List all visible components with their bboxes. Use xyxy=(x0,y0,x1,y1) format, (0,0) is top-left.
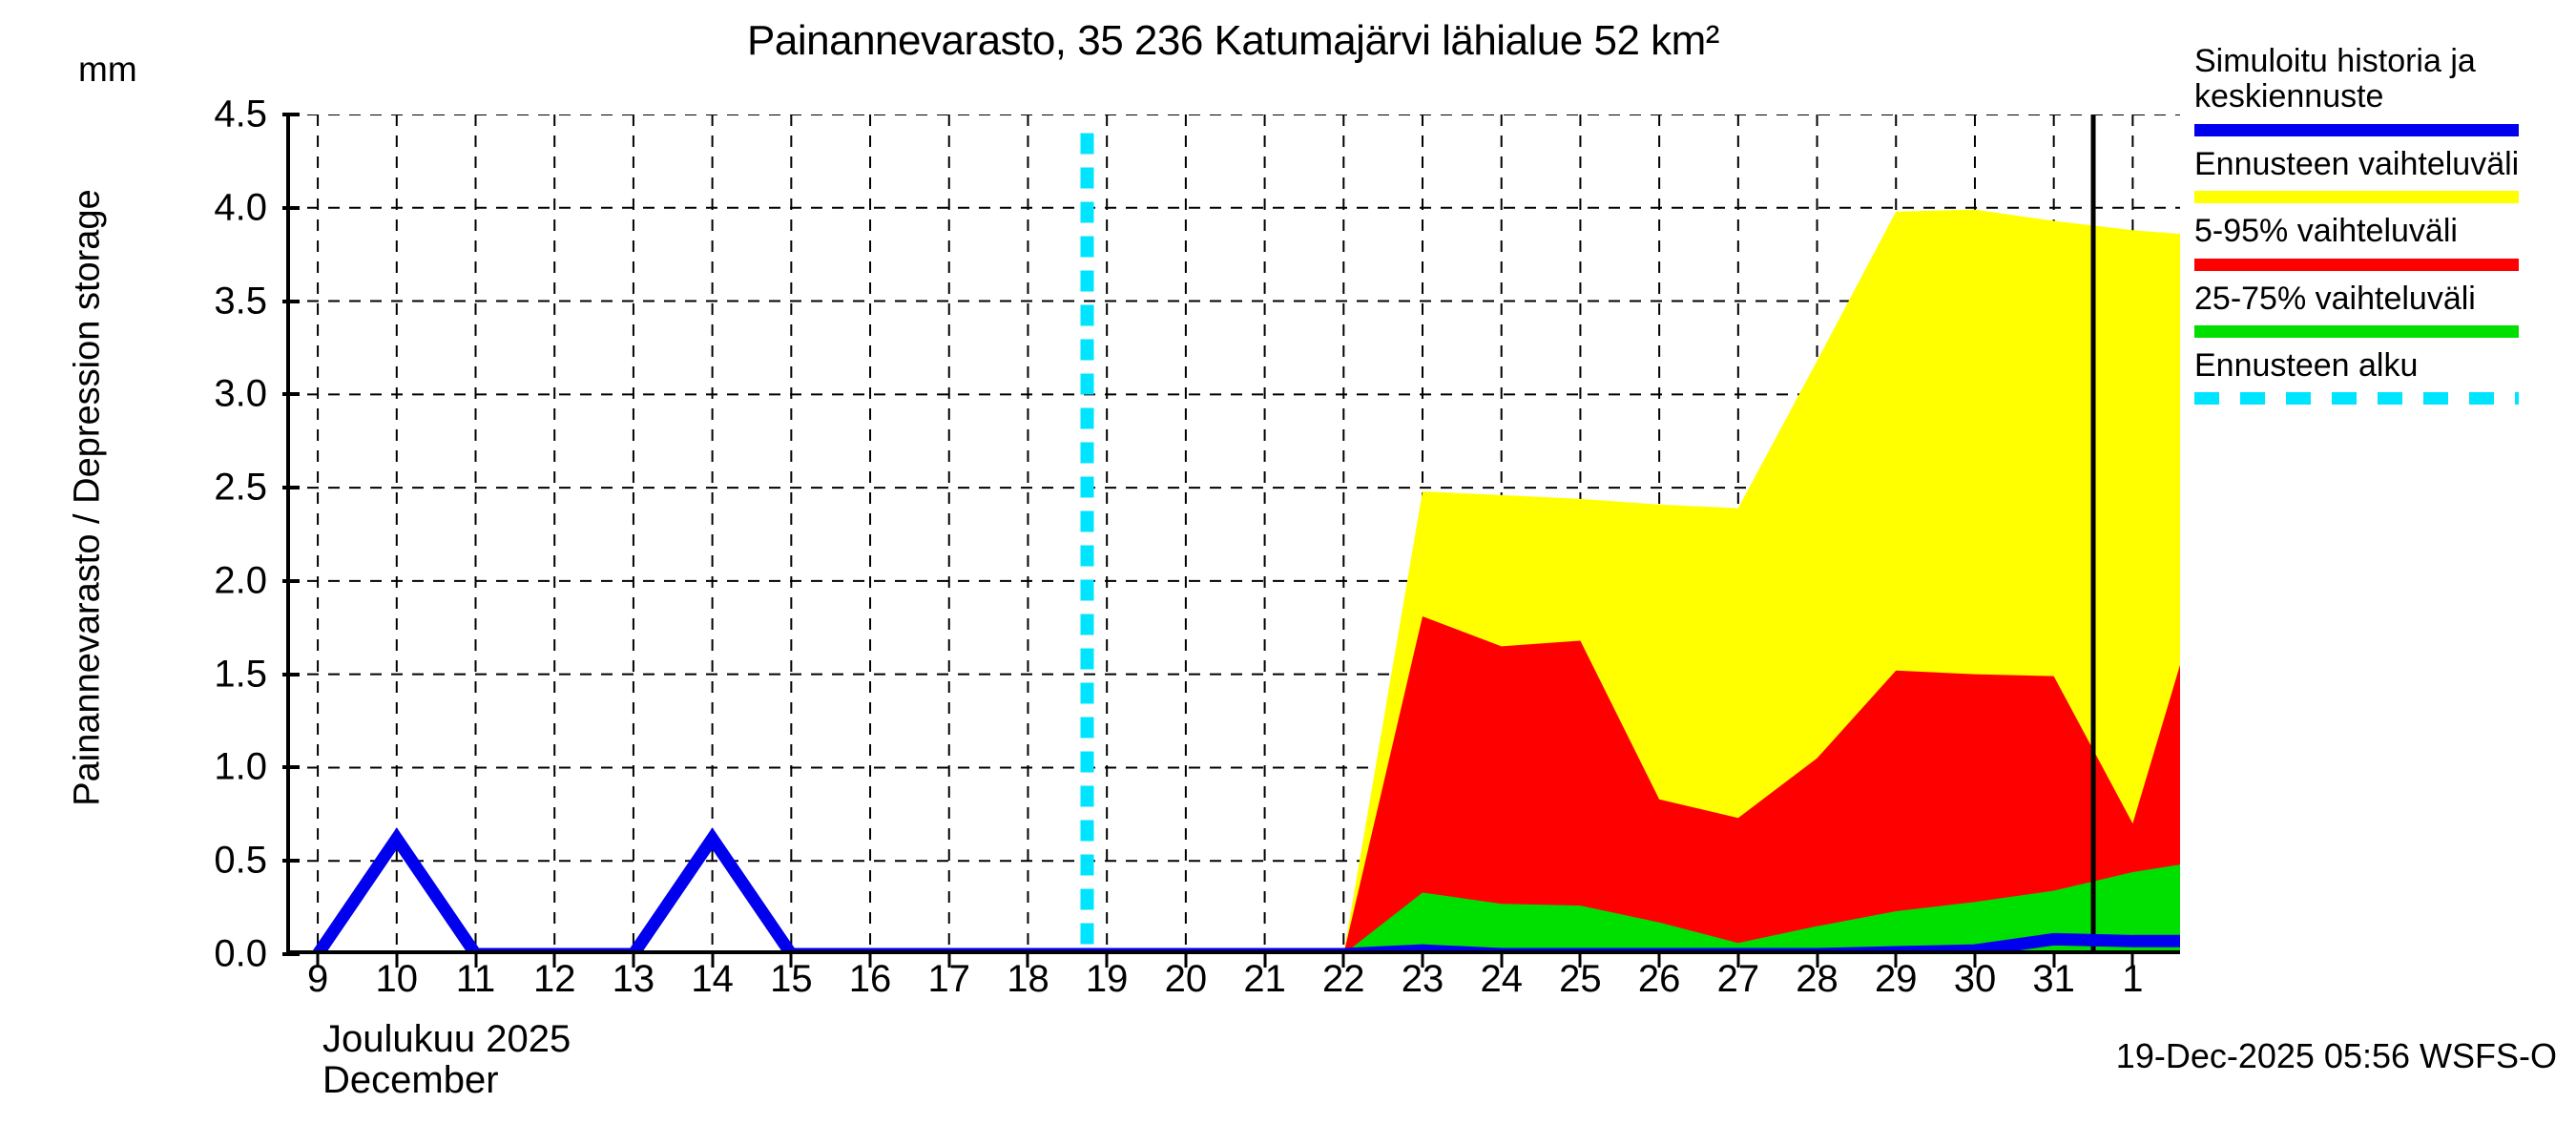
legend-25-75: 25-75% vaihteluväli xyxy=(2194,281,2566,338)
x-axis-tick-label: 17 xyxy=(927,958,971,1000)
x-axis-tick-label: 24 xyxy=(1480,958,1523,1000)
x-axis-tick-mark xyxy=(711,954,715,968)
x-axis-tick-mark xyxy=(552,954,556,968)
y-axis-tick-label: 3.0 xyxy=(214,372,267,415)
y-axis-tick-label: 0.0 xyxy=(214,932,267,975)
legend-label: Simuloitu historia ja keskiennuste xyxy=(2194,43,2476,115)
x-axis-tick-mark xyxy=(1973,954,1977,968)
x-axis-tick-label: 9 xyxy=(306,958,329,1000)
x-axis-tick-label: 16 xyxy=(848,958,892,1000)
x-axis-tick-label: 15 xyxy=(770,958,813,1000)
plot-svg xyxy=(286,114,2180,954)
chart-legend: Simuloitu historia ja keskiennuste Ennust… xyxy=(2194,43,2566,415)
x-axis-tick-mark xyxy=(2130,954,2134,968)
chart-title: Painannevarasto, 35 236 Katumajärvi lähi… xyxy=(747,17,1719,64)
x-axis-tick-label: 20 xyxy=(1164,958,1208,1000)
x-axis-tick-mark xyxy=(1421,954,1424,968)
legend-label: 25-75% vaihteluväli xyxy=(2194,280,2476,317)
x-axis-tick-mark xyxy=(316,954,320,968)
x-axis-tick-mark xyxy=(789,954,793,968)
x-axis-tick-label: 29 xyxy=(1875,958,1918,1000)
x-axis-tick-mark xyxy=(1341,954,1345,968)
month-label-fi: Joulukuu 2025 xyxy=(322,1018,571,1060)
y-axis-title: Painannevarasto / Depression storage xyxy=(67,189,108,806)
y-axis-unit: mm xyxy=(78,50,137,89)
legend-label: Ennusteen vaihteluväli xyxy=(2194,145,2520,182)
legend-swatch xyxy=(2194,324,2519,338)
x-axis-tick-label: 22 xyxy=(1322,958,1365,1000)
legend-swatch xyxy=(2194,258,2519,271)
x-axis-tick-label: 25 xyxy=(1559,958,1602,1000)
x-axis-tick-mark xyxy=(395,954,399,968)
x-axis-tick-mark xyxy=(1657,954,1661,968)
y-axis-tick-labels: 0.0 0.5 1.0 1.5 2.0 2.5 3.0 3.5 4.0 4.5 xyxy=(124,94,267,975)
x-axis-tick-label: 31 xyxy=(2032,958,2075,1000)
legend-swatch xyxy=(2194,191,2519,204)
y-axis-tick-label: 1.5 xyxy=(214,653,267,696)
x-axis-tick-label: 30 xyxy=(1953,958,1997,1000)
forecast-band-ff0000 xyxy=(1343,616,2180,954)
x-axis-tick-mark xyxy=(474,954,477,968)
legend-swatch xyxy=(2194,392,2519,406)
x-axis-tick-label: 11 xyxy=(455,958,496,1000)
x-axis-tick-label: 13 xyxy=(612,958,655,1000)
x-axis-tick-label: 14 xyxy=(691,958,734,1000)
x-axis-tick-label: 19 xyxy=(1085,958,1129,1000)
x-axis-tick-mark xyxy=(868,954,872,968)
x-axis-tick-label: 23 xyxy=(1401,958,1444,1000)
x-axis-tick-label: 26 xyxy=(1637,958,1681,1000)
x-axis-tick-mark xyxy=(947,954,951,968)
legend-forecast-range: Ennusteen vaihteluväli xyxy=(2194,145,2566,204)
x-axis-tick-mark xyxy=(1184,954,1188,968)
x-axis-tick-mark xyxy=(2052,954,2056,968)
x-axis-tick-label: 18 xyxy=(1007,958,1049,1000)
x-axis-tick-marks xyxy=(286,954,2180,969)
x-axis-tick-mark xyxy=(1736,954,1740,968)
month-label-en: December xyxy=(322,1059,499,1102)
forecast-band-00e000 xyxy=(1343,864,2180,954)
x-axis-tick-label: 12 xyxy=(532,958,576,1000)
x-axis-tick-mark xyxy=(1263,954,1267,968)
x-axis-month-label: Joulukuu 2025 December xyxy=(322,1018,571,1102)
x-axis-tick-label: 21 xyxy=(1243,958,1286,1000)
x-axis-tick-mark xyxy=(1500,954,1504,968)
x-axis-tick-labels: 9 10 11 12 13 14 15 16 17 18 19 20 21 22 23 24 25 26 27 28 2… xyxy=(286,958,2180,1008)
legend-label: 5-95% vaihteluväli xyxy=(2194,213,2458,250)
x-axis-tick-mark xyxy=(632,954,635,968)
x-axis-tick-label: 28 xyxy=(1796,958,1839,1000)
legend-label: Ennusteen alku xyxy=(2194,346,2419,384)
legend-5-95: 5-95% vaihteluväli xyxy=(2194,213,2566,271)
y-axis-tick-label: 1.0 xyxy=(214,745,267,788)
y-axis-tick-label: 3.5 xyxy=(214,280,267,323)
x-axis-tick-label: 27 xyxy=(1716,958,1760,1000)
y-axis-tick-label: 0.5 xyxy=(214,839,267,882)
plot-frame xyxy=(286,114,2180,954)
y-axis-tick-label: 2.0 xyxy=(214,559,267,602)
x-axis-tick-mark xyxy=(1578,954,1582,968)
legend-swatch xyxy=(2194,123,2519,136)
plot-area xyxy=(286,114,2180,954)
y-axis-tick-label: 4.0 xyxy=(214,186,267,229)
x-axis-tick-mark xyxy=(1894,954,1898,968)
x-axis-tick-mark xyxy=(1105,954,1109,968)
y-axis-tick-label: 4.5 xyxy=(214,93,267,135)
y-axis-tick-mark xyxy=(282,952,300,956)
x-axis-tick-label: 10 xyxy=(375,958,419,1000)
timestamp-footer: 19-Dec-2025 05:56 WSFS-O xyxy=(2115,1036,2557,1075)
legend-forecast-start: Ennusteen alku xyxy=(2194,346,2566,406)
y-axis-tick-label: 2.5 xyxy=(214,466,267,509)
x-axis-tick-mark xyxy=(1816,954,1819,968)
legend-mean-forecast: Simuloitu historia ja keskiennuste xyxy=(2194,43,2566,136)
x-axis-tick-label: 1 xyxy=(2122,958,2144,1000)
x-axis-tick-mark xyxy=(1026,954,1029,968)
